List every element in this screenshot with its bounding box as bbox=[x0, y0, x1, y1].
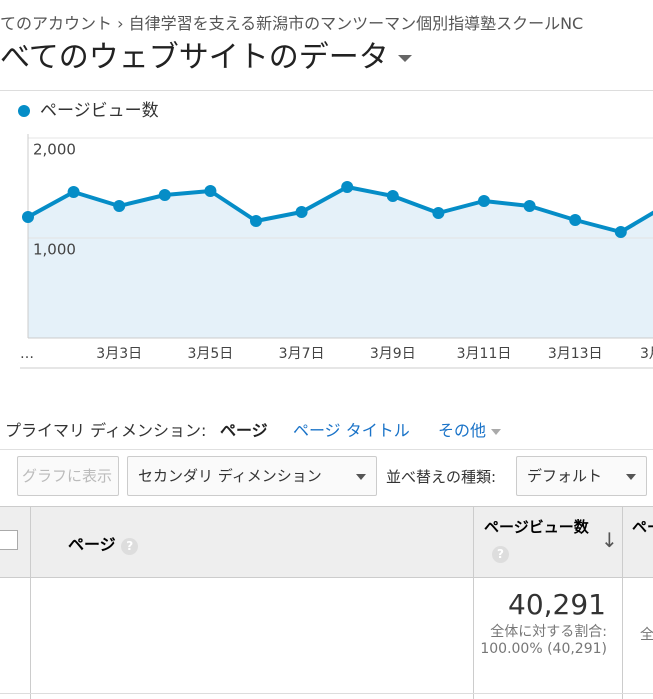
total-next: 全 bbox=[640, 627, 653, 643]
sort-select[interactable]: デフォルト bbox=[516, 456, 647, 496]
x-tick-label: 3月7日 bbox=[279, 346, 325, 362]
divider bbox=[0, 449, 653, 450]
column-header[interactable]: ペー bbox=[632, 518, 653, 536]
point bbox=[22, 211, 34, 223]
dimension-option-text: その他 bbox=[438, 421, 487, 440]
x-tick-label: 3月9日 bbox=[370, 346, 416, 362]
point bbox=[432, 207, 445, 219]
y-tick-label: 1,000 bbox=[33, 241, 76, 259]
table-header bbox=[0, 506, 653, 578]
point bbox=[614, 226, 627, 238]
column-divider bbox=[473, 506, 474, 699]
area bbox=[28, 187, 653, 338]
view-title-text: べてのウェブサイトのデータ bbox=[0, 40, 389, 75]
checkbox[interactable] bbox=[0, 530, 18, 550]
point bbox=[569, 214, 582, 226]
dimension-option[interactable]: その他 bbox=[438, 417, 502, 441]
select-text: セカンダリ ディメンション bbox=[138, 467, 322, 485]
column-divider bbox=[30, 506, 31, 699]
help-icon[interactable]: ? bbox=[121, 538, 139, 555]
column-header[interactable]: ページ ? bbox=[68, 531, 139, 555]
x-tick-label: … bbox=[20, 346, 34, 362]
dimension-option[interactable]: ページ タイトル bbox=[293, 421, 410, 440]
x-tick-label: 3月11日 bbox=[457, 346, 512, 362]
point bbox=[341, 181, 354, 193]
total-value: 40,291 bbox=[508, 588, 606, 621]
point bbox=[67, 186, 80, 198]
divider bbox=[0, 90, 653, 91]
column-header[interactable]: ページビュー数 bbox=[484, 518, 589, 536]
select-text: デフォルト bbox=[527, 467, 603, 485]
secondary-select[interactable]: セカンダリ ディメンション bbox=[127, 456, 377, 496]
help-icon[interactable]: ? bbox=[492, 543, 509, 563]
point bbox=[158, 189, 171, 201]
legend-label: ページビュー数 bbox=[40, 101, 159, 121]
breadcrumb[interactable]: てのアカウント › 自律学習を支える新潟市のマンツーマン個別指導塾スクールNC bbox=[0, 14, 584, 33]
view-title[interactable]: べてのウェブサイトのデータ bbox=[0, 32, 413, 76]
x-tick-label: 3月13日 bbox=[548, 346, 603, 362]
point bbox=[204, 185, 217, 197]
total-note: 全体に対する割合: 100.00% (40,291) bbox=[480, 624, 607, 657]
dropdown-caret bbox=[356, 474, 366, 480]
point bbox=[386, 190, 399, 202]
dimension-label: プライマリ ディメンション: bbox=[5, 421, 207, 440]
dropdown-caret bbox=[398, 55, 413, 62]
graph-button[interactable]: グラフに表示 bbox=[17, 456, 119, 496]
point bbox=[523, 200, 536, 212]
point bbox=[250, 215, 262, 227]
point bbox=[478, 195, 490, 207]
chart: ページビュー数 1,000 2,000 … 3月3日 3月5日 3月7日 3月9日 3月11日 3… bbox=[18, 101, 653, 369]
column-header-text: ページ bbox=[68, 535, 116, 554]
x-tick-label: 3月3日 bbox=[96, 346, 142, 362]
point bbox=[295, 206, 308, 218]
column-divider bbox=[622, 506, 623, 699]
sort-label: 並べ替えの種類: bbox=[386, 468, 497, 486]
x-tick-label: 3月5日 bbox=[187, 346, 233, 362]
dropdown-caret bbox=[626, 474, 636, 480]
dropdown-caret bbox=[491, 428, 502, 435]
sort-arrow: ↓ bbox=[601, 528, 618, 552]
legend-marker bbox=[18, 105, 30, 117]
row-divider bbox=[0, 693, 653, 694]
y-tick-label: 2,000 bbox=[33, 141, 76, 159]
x-tick-label: 3月 bbox=[640, 346, 653, 362]
dimension-active[interactable]: ページ bbox=[220, 421, 268, 440]
point bbox=[113, 200, 126, 212]
